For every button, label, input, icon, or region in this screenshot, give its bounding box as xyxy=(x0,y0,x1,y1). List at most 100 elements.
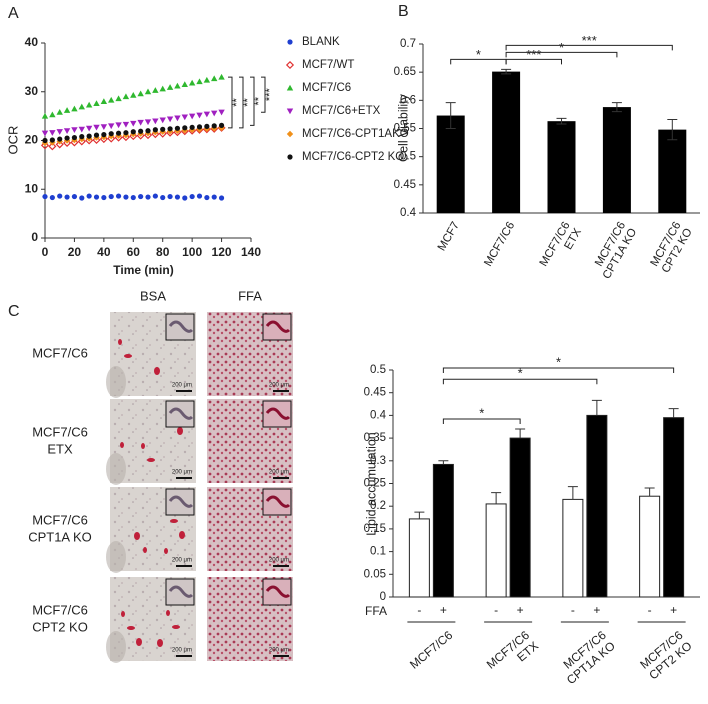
marker xyxy=(108,96,115,103)
lipid-droplet xyxy=(164,548,168,554)
bar xyxy=(436,115,465,213)
significance-label: * xyxy=(559,40,564,55)
bar xyxy=(562,498,584,598)
bar xyxy=(485,503,507,598)
inset-detail xyxy=(168,585,194,598)
row-label: MCF7/C6 xyxy=(32,345,88,360)
y-tick-label: 0.4 xyxy=(400,207,417,219)
marker xyxy=(203,76,211,83)
marker xyxy=(166,116,174,123)
marker xyxy=(174,125,181,131)
lipid-droplet xyxy=(127,626,135,630)
cell-shadow xyxy=(106,366,126,398)
y-tick-label: 0.15 xyxy=(364,523,386,535)
y-tick-label: 30 xyxy=(25,84,39,98)
marker xyxy=(63,128,71,134)
column-header: FFA xyxy=(238,288,262,303)
lipid-droplet xyxy=(136,638,142,646)
bar xyxy=(509,437,531,598)
marker xyxy=(211,194,217,200)
lipid-droplet xyxy=(179,531,185,539)
significance-label: * xyxy=(479,405,484,420)
y-tick-label: 20 xyxy=(25,133,39,147)
inset-detail xyxy=(265,585,291,598)
bar xyxy=(586,414,608,598)
inset xyxy=(262,400,292,428)
marker xyxy=(71,134,78,141)
marker xyxy=(174,82,181,89)
marker xyxy=(57,136,63,142)
marker xyxy=(218,195,225,201)
group-label: - xyxy=(417,603,421,617)
inset xyxy=(262,313,292,341)
marker xyxy=(48,142,57,151)
panel-label: B xyxy=(398,3,409,20)
lipid-droplet xyxy=(118,339,122,345)
marker xyxy=(137,90,144,97)
marker xyxy=(70,138,79,147)
significance-bracket xyxy=(228,76,233,129)
lipid-droplet xyxy=(166,610,170,616)
bar xyxy=(432,463,454,598)
scale-bar-label: 200 μm xyxy=(269,470,289,476)
legend-label: MCF7/C6 xyxy=(302,82,351,94)
bar xyxy=(663,417,685,598)
marker xyxy=(93,194,100,200)
significance-label: * xyxy=(556,354,561,369)
error-bar xyxy=(556,117,567,125)
x-tick-label: 0 xyxy=(42,245,49,259)
marker xyxy=(138,193,144,200)
marker xyxy=(63,107,71,113)
inset xyxy=(262,578,292,606)
y-tick-label: 0.55 xyxy=(394,123,416,135)
lipid-droplet xyxy=(147,458,155,462)
row-label: FFA xyxy=(365,604,387,618)
row-label: CPT1A KO xyxy=(28,529,92,544)
marker xyxy=(174,194,181,200)
marker xyxy=(57,193,63,199)
y-tick-label: 0.3 xyxy=(370,455,386,467)
marker xyxy=(122,93,130,100)
marker xyxy=(100,98,108,105)
significance-label: * xyxy=(518,366,523,381)
lipid-droplet xyxy=(172,625,180,629)
marker xyxy=(152,118,159,125)
legend-label: MCF7/WT xyxy=(302,59,354,71)
legend-label: MCF7/C6-CPT1AKO xyxy=(302,128,409,140)
group-label: + xyxy=(593,603,600,617)
marker xyxy=(64,135,70,141)
lipid-droplet xyxy=(121,611,125,617)
error-bar xyxy=(668,408,679,418)
marker xyxy=(115,130,122,136)
legend-label: MCF7/C6-CPT2 KO xyxy=(302,151,404,163)
y-tick-label: 0.35 xyxy=(364,432,386,444)
marker xyxy=(93,124,100,131)
error-bar xyxy=(445,102,456,129)
bar xyxy=(547,121,576,213)
marker xyxy=(107,134,116,143)
category-label: MCF7/C6 xyxy=(407,628,456,672)
x-tick-label: 20 xyxy=(68,245,82,259)
group-label: + xyxy=(440,603,447,617)
inset xyxy=(262,488,292,516)
marker xyxy=(130,120,137,127)
lipid-droplet xyxy=(141,443,145,449)
marker xyxy=(115,193,122,199)
group-label: - xyxy=(494,603,498,617)
y-tick-label: 0.25 xyxy=(364,478,386,490)
column-header: BSA xyxy=(140,288,166,303)
marker xyxy=(160,194,166,201)
legend-label: BLANK xyxy=(302,36,340,48)
marker xyxy=(182,195,188,201)
marker xyxy=(42,137,48,144)
marker xyxy=(85,101,93,108)
inset-detail xyxy=(265,320,291,333)
significance-bracket xyxy=(505,44,673,51)
marker xyxy=(152,127,158,133)
x-tick-label: MCF7 xyxy=(436,220,462,253)
marker xyxy=(203,111,211,118)
bar xyxy=(658,129,687,213)
